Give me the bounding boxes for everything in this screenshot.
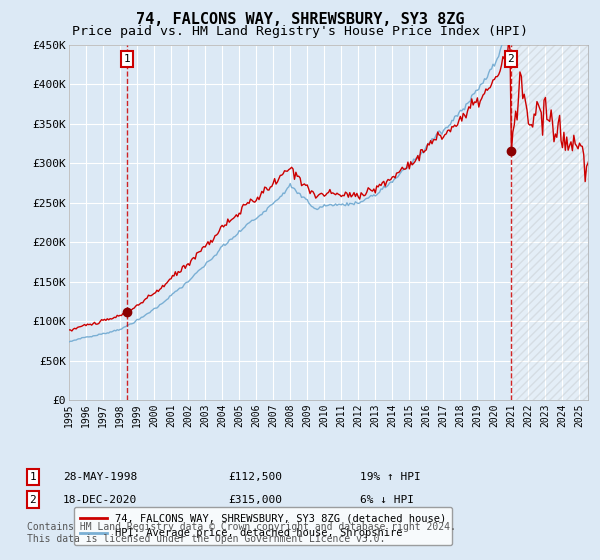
Bar (511, 45, 588, 400)
Text: £315,000: £315,000 (228, 494, 282, 505)
Text: 2: 2 (29, 494, 37, 505)
Text: 19% ↑ HPI: 19% ↑ HPI (360, 472, 421, 482)
Text: 2: 2 (508, 54, 514, 64)
Text: 74, FALCONS WAY, SHREWSBURY, SY3 8ZG: 74, FALCONS WAY, SHREWSBURY, SY3 8ZG (136, 12, 464, 27)
Text: 28-MAY-1998: 28-MAY-1998 (63, 472, 137, 482)
Text: £112,500: £112,500 (228, 472, 282, 482)
Text: 1: 1 (124, 54, 130, 64)
Text: Price paid vs. HM Land Registry's House Price Index (HPI): Price paid vs. HM Land Registry's House … (72, 25, 528, 38)
Text: 18-DEC-2020: 18-DEC-2020 (63, 494, 137, 505)
Text: Contains HM Land Registry data © Crown copyright and database right 2024.
This d: Contains HM Land Registry data © Crown c… (27, 522, 456, 544)
Legend: 74, FALCONS WAY, SHREWSBURY, SY3 8ZG (detached house), HPI: Average price, detac: 74, FALCONS WAY, SHREWSBURY, SY3 8ZG (de… (74, 507, 452, 545)
Text: 6% ↓ HPI: 6% ↓ HPI (360, 494, 414, 505)
Text: 1: 1 (29, 472, 37, 482)
